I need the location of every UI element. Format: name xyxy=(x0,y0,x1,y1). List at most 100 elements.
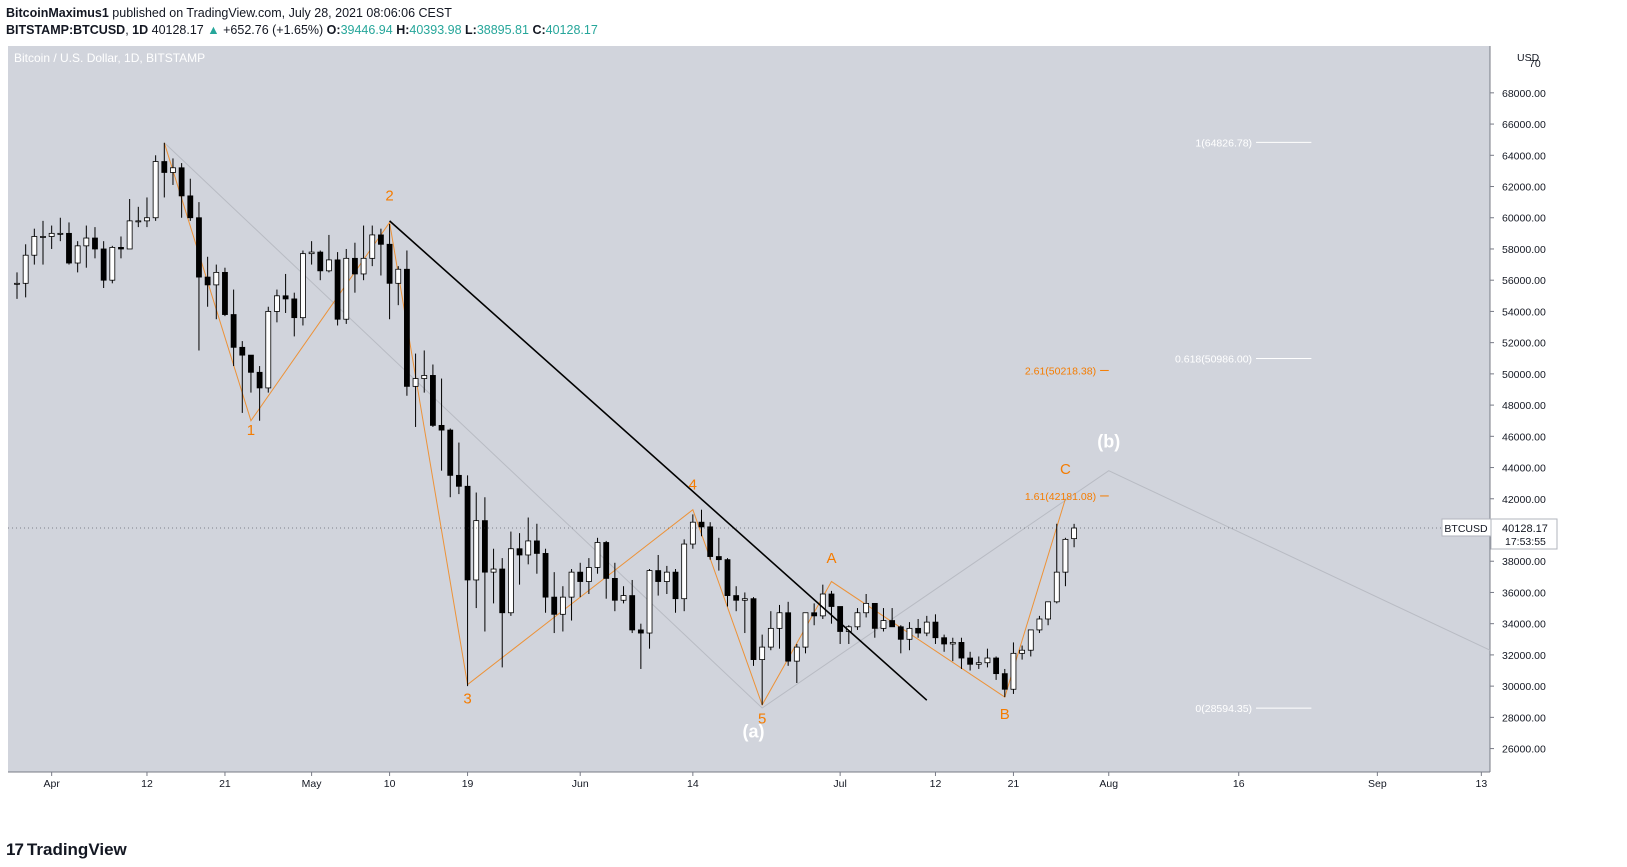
candle-body xyxy=(906,627,913,640)
last-price: 40128.17 xyxy=(151,23,204,37)
high-value: 40393.98 xyxy=(409,23,462,37)
candle-body xyxy=(655,570,662,582)
candle-body xyxy=(889,620,896,628)
ytick-label: 58000.00 xyxy=(1502,244,1546,256)
wave-label: C xyxy=(1060,461,1071,478)
candle-body xyxy=(854,612,861,628)
xtick-label: 14 xyxy=(687,778,699,790)
candle-body xyxy=(1062,538,1069,573)
price-chart[interactable]: Bitcoin / U.S. Dollar, 1D, BITSTAMP USD70… xyxy=(0,46,1627,836)
wave-label: 1 xyxy=(247,422,255,439)
ytick-label: 62000.00 xyxy=(1502,182,1546,194)
candle-body xyxy=(1053,571,1060,603)
candle-body xyxy=(949,642,956,645)
candle-body xyxy=(109,247,116,281)
candle-body xyxy=(802,612,809,648)
xtick-label: Jul xyxy=(833,778,846,790)
tradingview-brand: TradingView xyxy=(26,840,127,859)
candle-body xyxy=(256,371,263,389)
wave-label: (a) xyxy=(743,722,765,742)
candle-body xyxy=(967,657,974,665)
candle-body xyxy=(152,161,159,219)
xtick-label: Apr xyxy=(43,778,60,790)
ytick-label: 36000.00 xyxy=(1502,587,1546,599)
wave-label: A xyxy=(826,550,836,567)
candle-body xyxy=(776,612,783,629)
candle-body xyxy=(144,217,150,222)
xtick-label: May xyxy=(302,778,323,790)
candle-body xyxy=(92,237,98,250)
candle-body xyxy=(100,248,107,281)
chart-header: BitcoinMaximus1 published on TradingView… xyxy=(6,5,598,39)
candle-body xyxy=(300,253,306,319)
candle-body xyxy=(637,629,644,634)
author-name[interactable]: BitcoinMaximus1 xyxy=(6,6,109,20)
candle-body xyxy=(880,620,887,629)
candle-body xyxy=(386,243,393,284)
ytick-label: 46000.00 xyxy=(1502,431,1546,443)
orange-wave-line xyxy=(163,142,1066,707)
candle-body xyxy=(759,646,766,660)
fib-level-label: 1.61(42181.08) xyxy=(1025,491,1096,503)
candle-body xyxy=(993,657,1000,675)
candle-body xyxy=(118,247,124,250)
candle-body xyxy=(915,627,922,634)
xtick-label: 12 xyxy=(141,778,153,790)
wave-label: 5 xyxy=(758,711,766,728)
tradingview-logo-icon: 17 xyxy=(6,840,24,859)
candle-body xyxy=(334,259,341,320)
open-label: O: xyxy=(326,23,341,37)
candle-body xyxy=(447,429,454,476)
candle-body xyxy=(698,521,705,528)
xtick-label: 12 xyxy=(930,778,942,790)
candle-body xyxy=(282,295,289,300)
candle-body xyxy=(404,268,410,387)
candle-body xyxy=(1027,629,1034,651)
candle-body xyxy=(473,520,480,581)
ytick-label: 54000.00 xyxy=(1502,306,1546,318)
candle-body xyxy=(663,571,670,582)
candle-body xyxy=(161,161,168,173)
candle-body xyxy=(1010,652,1017,690)
candle-body xyxy=(395,268,402,284)
candle-body xyxy=(525,540,532,556)
ytick-label: 32000.00 xyxy=(1502,650,1546,662)
candle-body xyxy=(239,346,246,356)
ytick-label: 34000.00 xyxy=(1502,619,1546,631)
up-arrow-icon: ▲ xyxy=(207,23,220,37)
ytick-label: 30000.00 xyxy=(1502,681,1546,693)
candle-body xyxy=(74,245,81,264)
candle-body xyxy=(767,627,774,648)
candle-body xyxy=(811,612,818,617)
ytick-label: 68000.00 xyxy=(1502,88,1546,100)
wave-label: 4 xyxy=(689,476,697,493)
candle-body xyxy=(1019,649,1026,654)
candle-body xyxy=(975,662,982,665)
candle-body xyxy=(577,571,584,582)
low-label: L: xyxy=(465,23,477,37)
price-axis-background xyxy=(1490,46,1627,790)
candle-body xyxy=(66,232,72,264)
candle-body xyxy=(317,251,324,272)
fib-level-label: 0(28594.35) xyxy=(1195,703,1252,715)
candle-body xyxy=(646,570,653,634)
candle-body xyxy=(715,556,722,561)
ytick-partial-label: 70 xyxy=(1529,58,1541,70)
ytick-label: 66000.00 xyxy=(1502,119,1546,131)
xtick-label: 21 xyxy=(1008,778,1020,790)
wave-label: 2 xyxy=(385,188,393,205)
change-value: +652.76 (+1.65%) xyxy=(223,23,324,37)
candle-body xyxy=(828,593,835,607)
candle-body xyxy=(741,598,748,601)
candle-body xyxy=(863,602,870,614)
ytick-label: 28000.00 xyxy=(1502,712,1546,724)
candle-body xyxy=(620,595,627,601)
plot-background xyxy=(8,46,1490,772)
candle-body xyxy=(1045,601,1051,620)
candle-body xyxy=(170,167,176,173)
candle-body xyxy=(1036,618,1043,631)
candle-body xyxy=(204,276,211,286)
candle-body xyxy=(750,598,757,660)
candle-body xyxy=(83,237,90,247)
ohlc-line: BITSTAMP:BTCUSD, 1D 40128.17 ▲ +652.76 (… xyxy=(6,23,598,37)
